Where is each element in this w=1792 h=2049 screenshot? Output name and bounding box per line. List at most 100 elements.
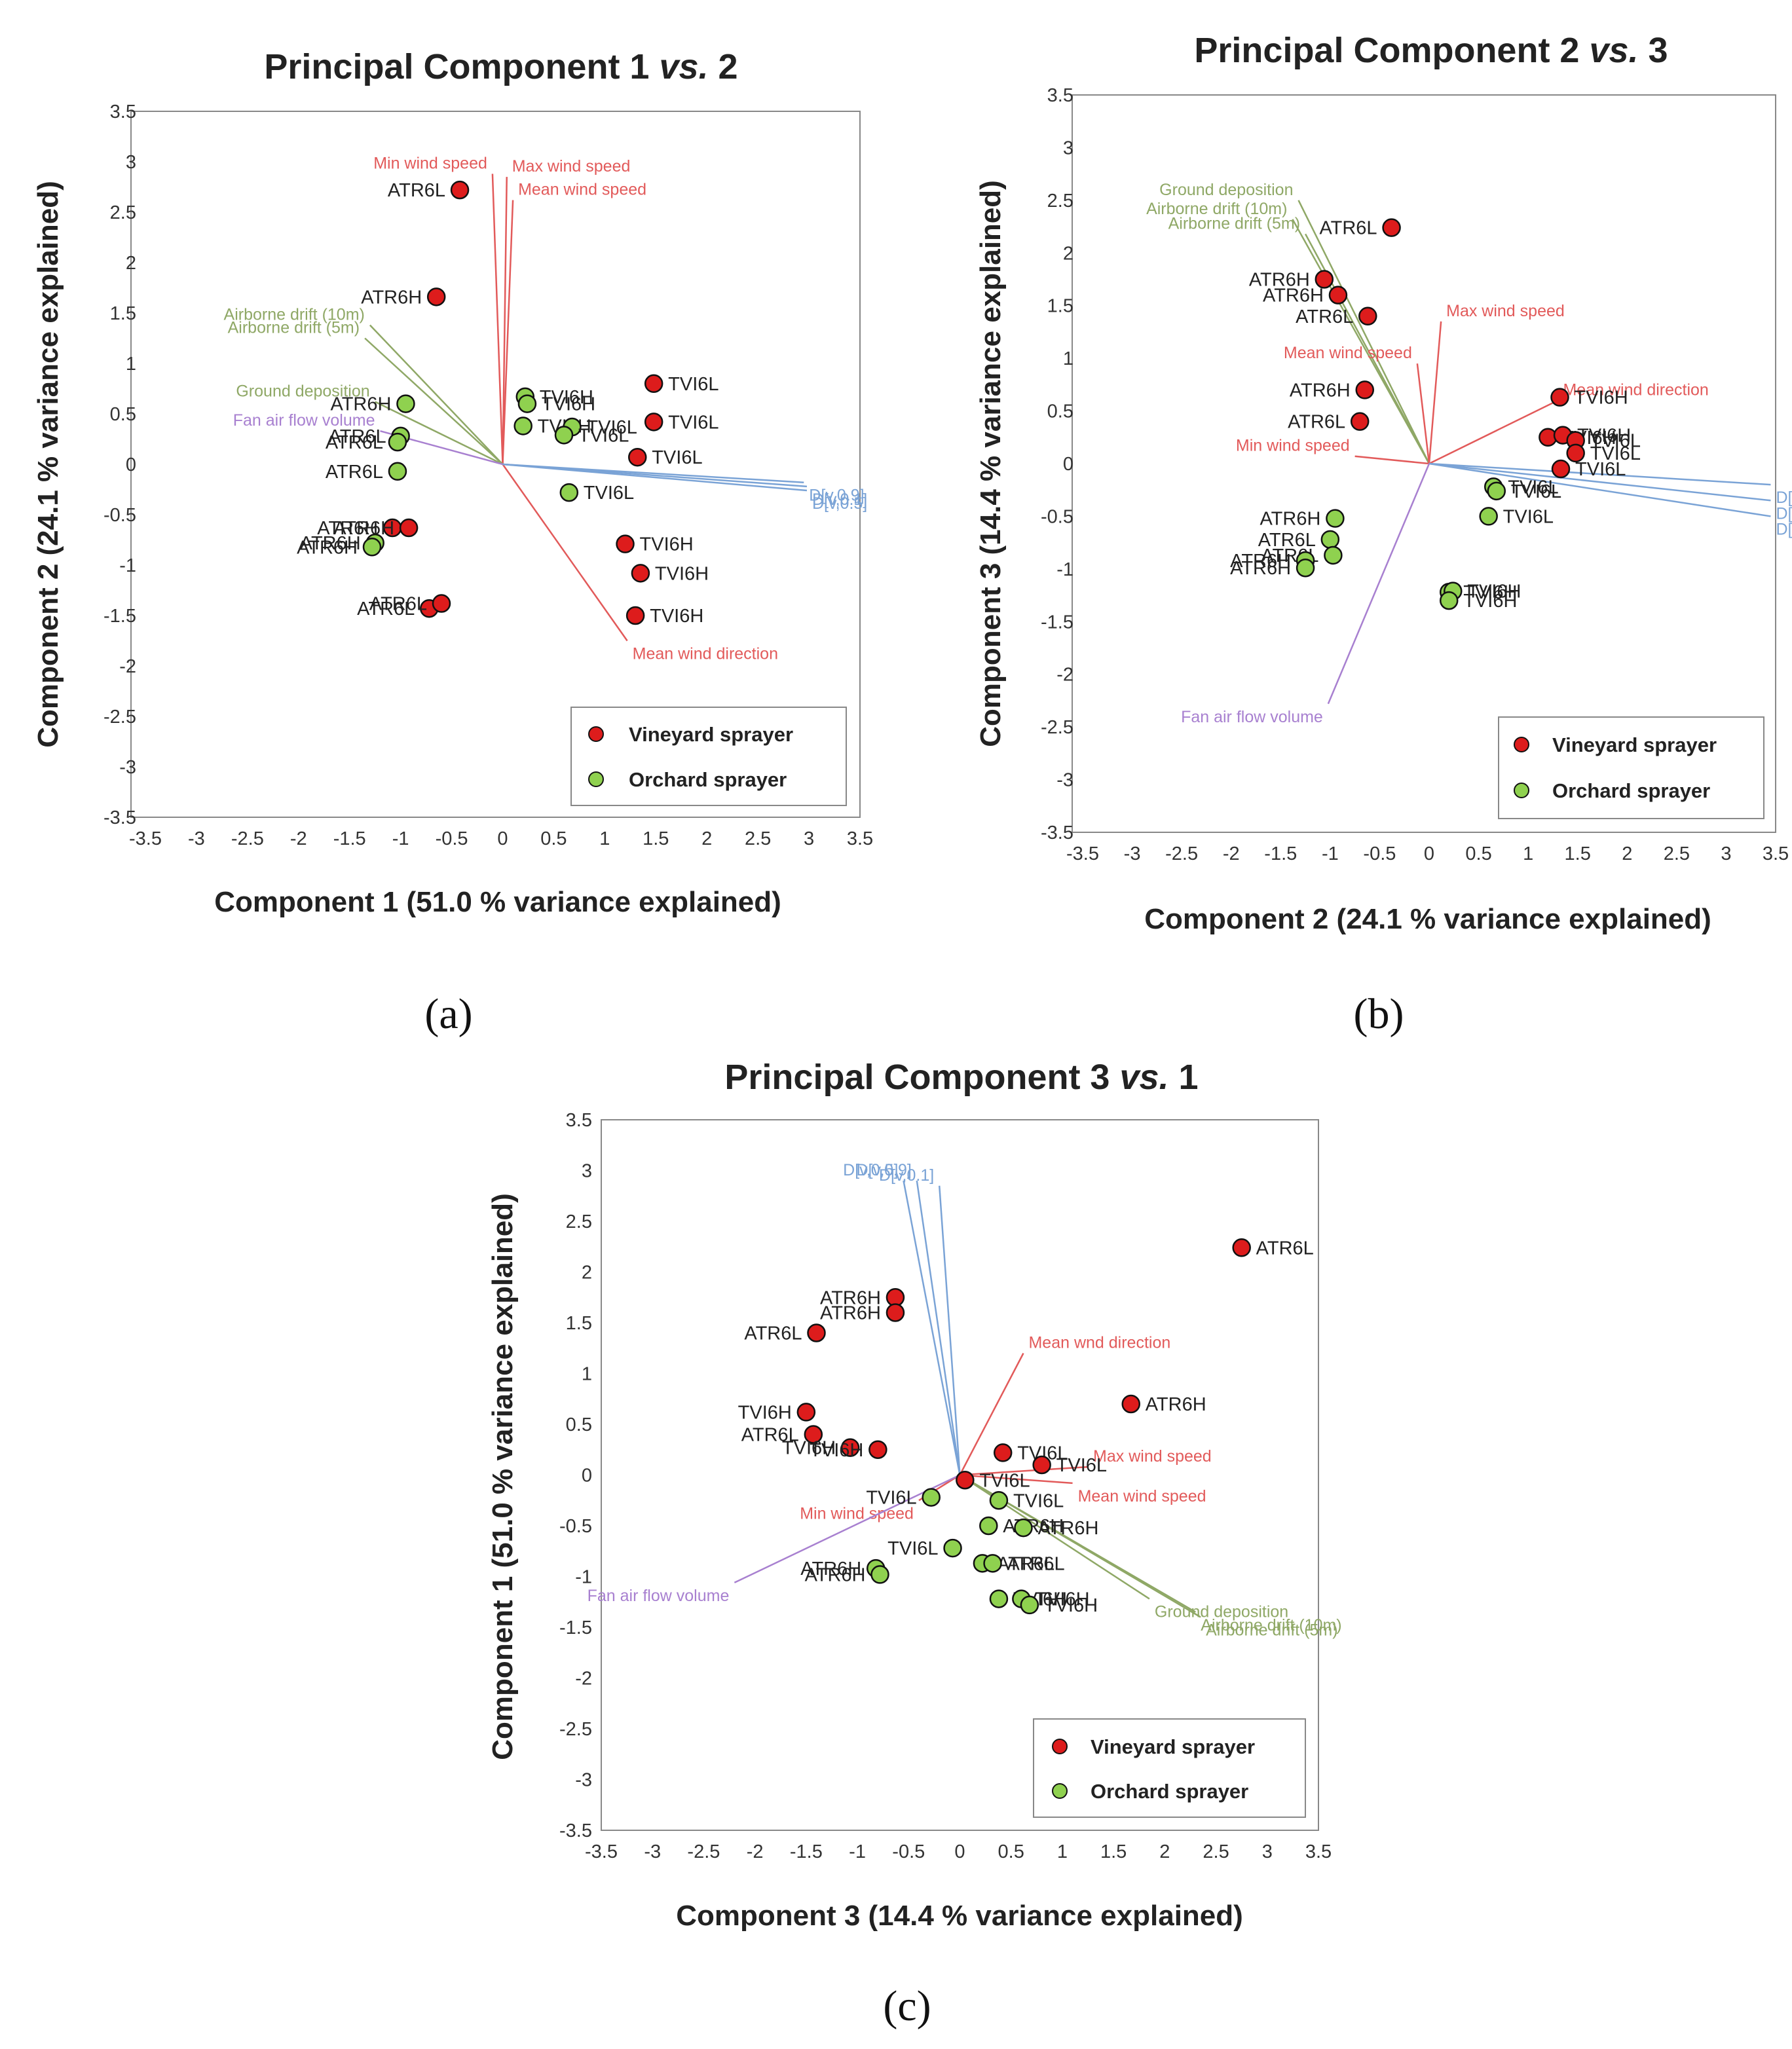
- x-tick-label: -1: [849, 1841, 866, 1862]
- x-tick-label: -1: [392, 828, 409, 849]
- vineyard-point: [644, 374, 663, 394]
- point-label: TVI6H: [738, 1402, 792, 1423]
- point-label: ATR6L: [1256, 1238, 1314, 1259]
- x-tick-label: -0.5: [1363, 843, 1396, 864]
- y-tick-label: -3.5: [1041, 822, 1073, 843]
- orchard-point: [1439, 591, 1459, 610]
- point-label: TVI6H: [810, 1440, 863, 1461]
- point-label: TVI6H: [1577, 426, 1631, 447]
- loading-vector-label: Airborne drift (10m): [1201, 1616, 1341, 1634]
- y-tick-label: -1: [119, 555, 136, 576]
- loading-vector-line: [1428, 462, 1771, 486]
- loading-vector-label: D[v,0.5]: [1776, 520, 1792, 538]
- vineyard-point: [796, 1403, 816, 1422]
- point-label: TVI6L: [866, 1488, 916, 1509]
- y-tick-label: 0.5: [1047, 401, 1073, 422]
- panel-a-legend: [570, 707, 847, 806]
- point-label: ATR6L: [326, 462, 383, 483]
- point-label: ATR6L: [741, 1425, 799, 1446]
- point-label: ATR6L: [744, 1323, 802, 1344]
- point-label: ATR6H: [361, 287, 422, 308]
- x-tick-label: -3: [1124, 843, 1141, 864]
- point-label: ATR6L: [1296, 306, 1353, 327]
- vineyard-point: [1550, 388, 1569, 407]
- panel-b: Principal Component 2 vs. 3 Ground depos…: [975, 31, 1792, 1038]
- loading-vector-label: Min wind speed: [800, 1504, 914, 1523]
- panel-c-legend: [1033, 1718, 1306, 1818]
- vineyard-point: [886, 1303, 905, 1322]
- loading-vector-line: [491, 174, 504, 465]
- point-label: ATR6H: [1290, 380, 1351, 401]
- loading-vector-line: [369, 324, 504, 465]
- point-label: TVI6L: [578, 425, 629, 446]
- x-tick-label: -3.5: [129, 828, 162, 849]
- loading-vector-label: D[v,0.1]: [1776, 489, 1792, 507]
- point-label: TVI6L: [1590, 443, 1641, 464]
- y-tick-label: -3: [1056, 770, 1073, 791]
- y-tick-label: 0: [1063, 454, 1073, 475]
- point-label: ATR6H: [820, 1303, 881, 1324]
- y-tick-label: -1: [575, 1567, 592, 1588]
- x-tick-label: 2.5: [1664, 843, 1690, 864]
- vineyard-point: [450, 180, 470, 200]
- loading-vector-label: Mean wind speed: [518, 181, 646, 199]
- loading-vector-label: Airborne drift (5m): [1206, 1621, 1337, 1640]
- loading-vector-label: Max wind speed: [512, 157, 631, 175]
- y-tick-label: 0: [582, 1466, 592, 1486]
- point-label: ATR6L: [329, 426, 386, 447]
- loading-vector-line: [1327, 463, 1430, 705]
- point-label: TVI6L: [1590, 431, 1641, 452]
- point-label: ATR6L: [369, 594, 427, 615]
- panel-a-data-points: ATR6LATR6HATR6HATR6HATR6LATR6LTVI6LTVI6L…: [297, 180, 719, 627]
- vineyard-point: [840, 1438, 860, 1457]
- loading-vector-label: Fan air flow volume: [588, 1587, 730, 1605]
- vineyard-point: [432, 594, 451, 613]
- point-label: ATR6H: [1263, 286, 1324, 306]
- x-tick-label: -0.5: [436, 828, 468, 849]
- x-tick-label: 1: [599, 828, 610, 849]
- point-label: TVI6H: [782, 1438, 836, 1459]
- x-tick-label: 2: [701, 828, 712, 849]
- point-label: TVI6L: [1503, 506, 1554, 527]
- loading-vector-line: [960, 1466, 1089, 1476]
- panel-a-y-axis-title: Component 2 (24.1 % variance explained): [32, 181, 64, 748]
- loading-vector-line: [1428, 462, 1771, 517]
- orchard-point: [1296, 558, 1315, 578]
- y-tick-label: 2: [582, 1263, 592, 1283]
- orchard-point: [396, 394, 415, 413]
- vineyard-point: [399, 518, 419, 538]
- loading-vector-label: D[v,0.5]: [843, 1161, 898, 1179]
- point-label: TVI6L: [1056, 1455, 1107, 1476]
- point-label: ATR6H: [1230, 558, 1291, 579]
- y-tick-label: -1.5: [559, 1617, 592, 1638]
- legend-marker-vineyard: [588, 726, 604, 742]
- vineyard-point: [1232, 1238, 1251, 1257]
- loading-vector-line: [903, 1180, 961, 1475]
- panel-c-x-axis-title: Component 3 (14.4 % variance explained): [676, 1900, 1243, 1932]
- vineyard-point: [625, 606, 645, 625]
- y-tick-label: -2.5: [559, 1719, 592, 1740]
- orchard-point: [979, 1516, 998, 1536]
- x-tick-label: 2: [1159, 1841, 1170, 1862]
- legend-label-orchard: Orchard sprayer: [1552, 779, 1710, 802]
- y-tick-label: -1.5: [103, 606, 136, 627]
- x-tick-label: -1.5: [333, 828, 366, 849]
- loading-vector-label: Fan air flow volume: [1181, 708, 1323, 726]
- point-label: TVI6H: [1044, 1595, 1098, 1616]
- orchard-point: [388, 432, 407, 452]
- point-label: ATR6L: [997, 1553, 1055, 1574]
- point-label: ATR6H: [1230, 551, 1291, 572]
- point-label: TVI6L: [1511, 481, 1561, 502]
- orchard-point: [983, 1554, 1002, 1573]
- vineyard-point: [868, 1440, 887, 1459]
- point-label: ATR6L: [1288, 412, 1345, 433]
- point-label: TVI6L: [979, 1470, 1030, 1491]
- vineyard-point: [993, 1443, 1013, 1462]
- loading-vector-line: [502, 463, 808, 492]
- point-label: TVI6H: [1463, 582, 1517, 603]
- loading-vector-line: [502, 464, 628, 642]
- point-label: ATR6H: [1003, 1516, 1064, 1537]
- vineyard-point: [1350, 412, 1370, 431]
- legend-label-vineyard: Vineyard sprayer: [629, 723, 793, 746]
